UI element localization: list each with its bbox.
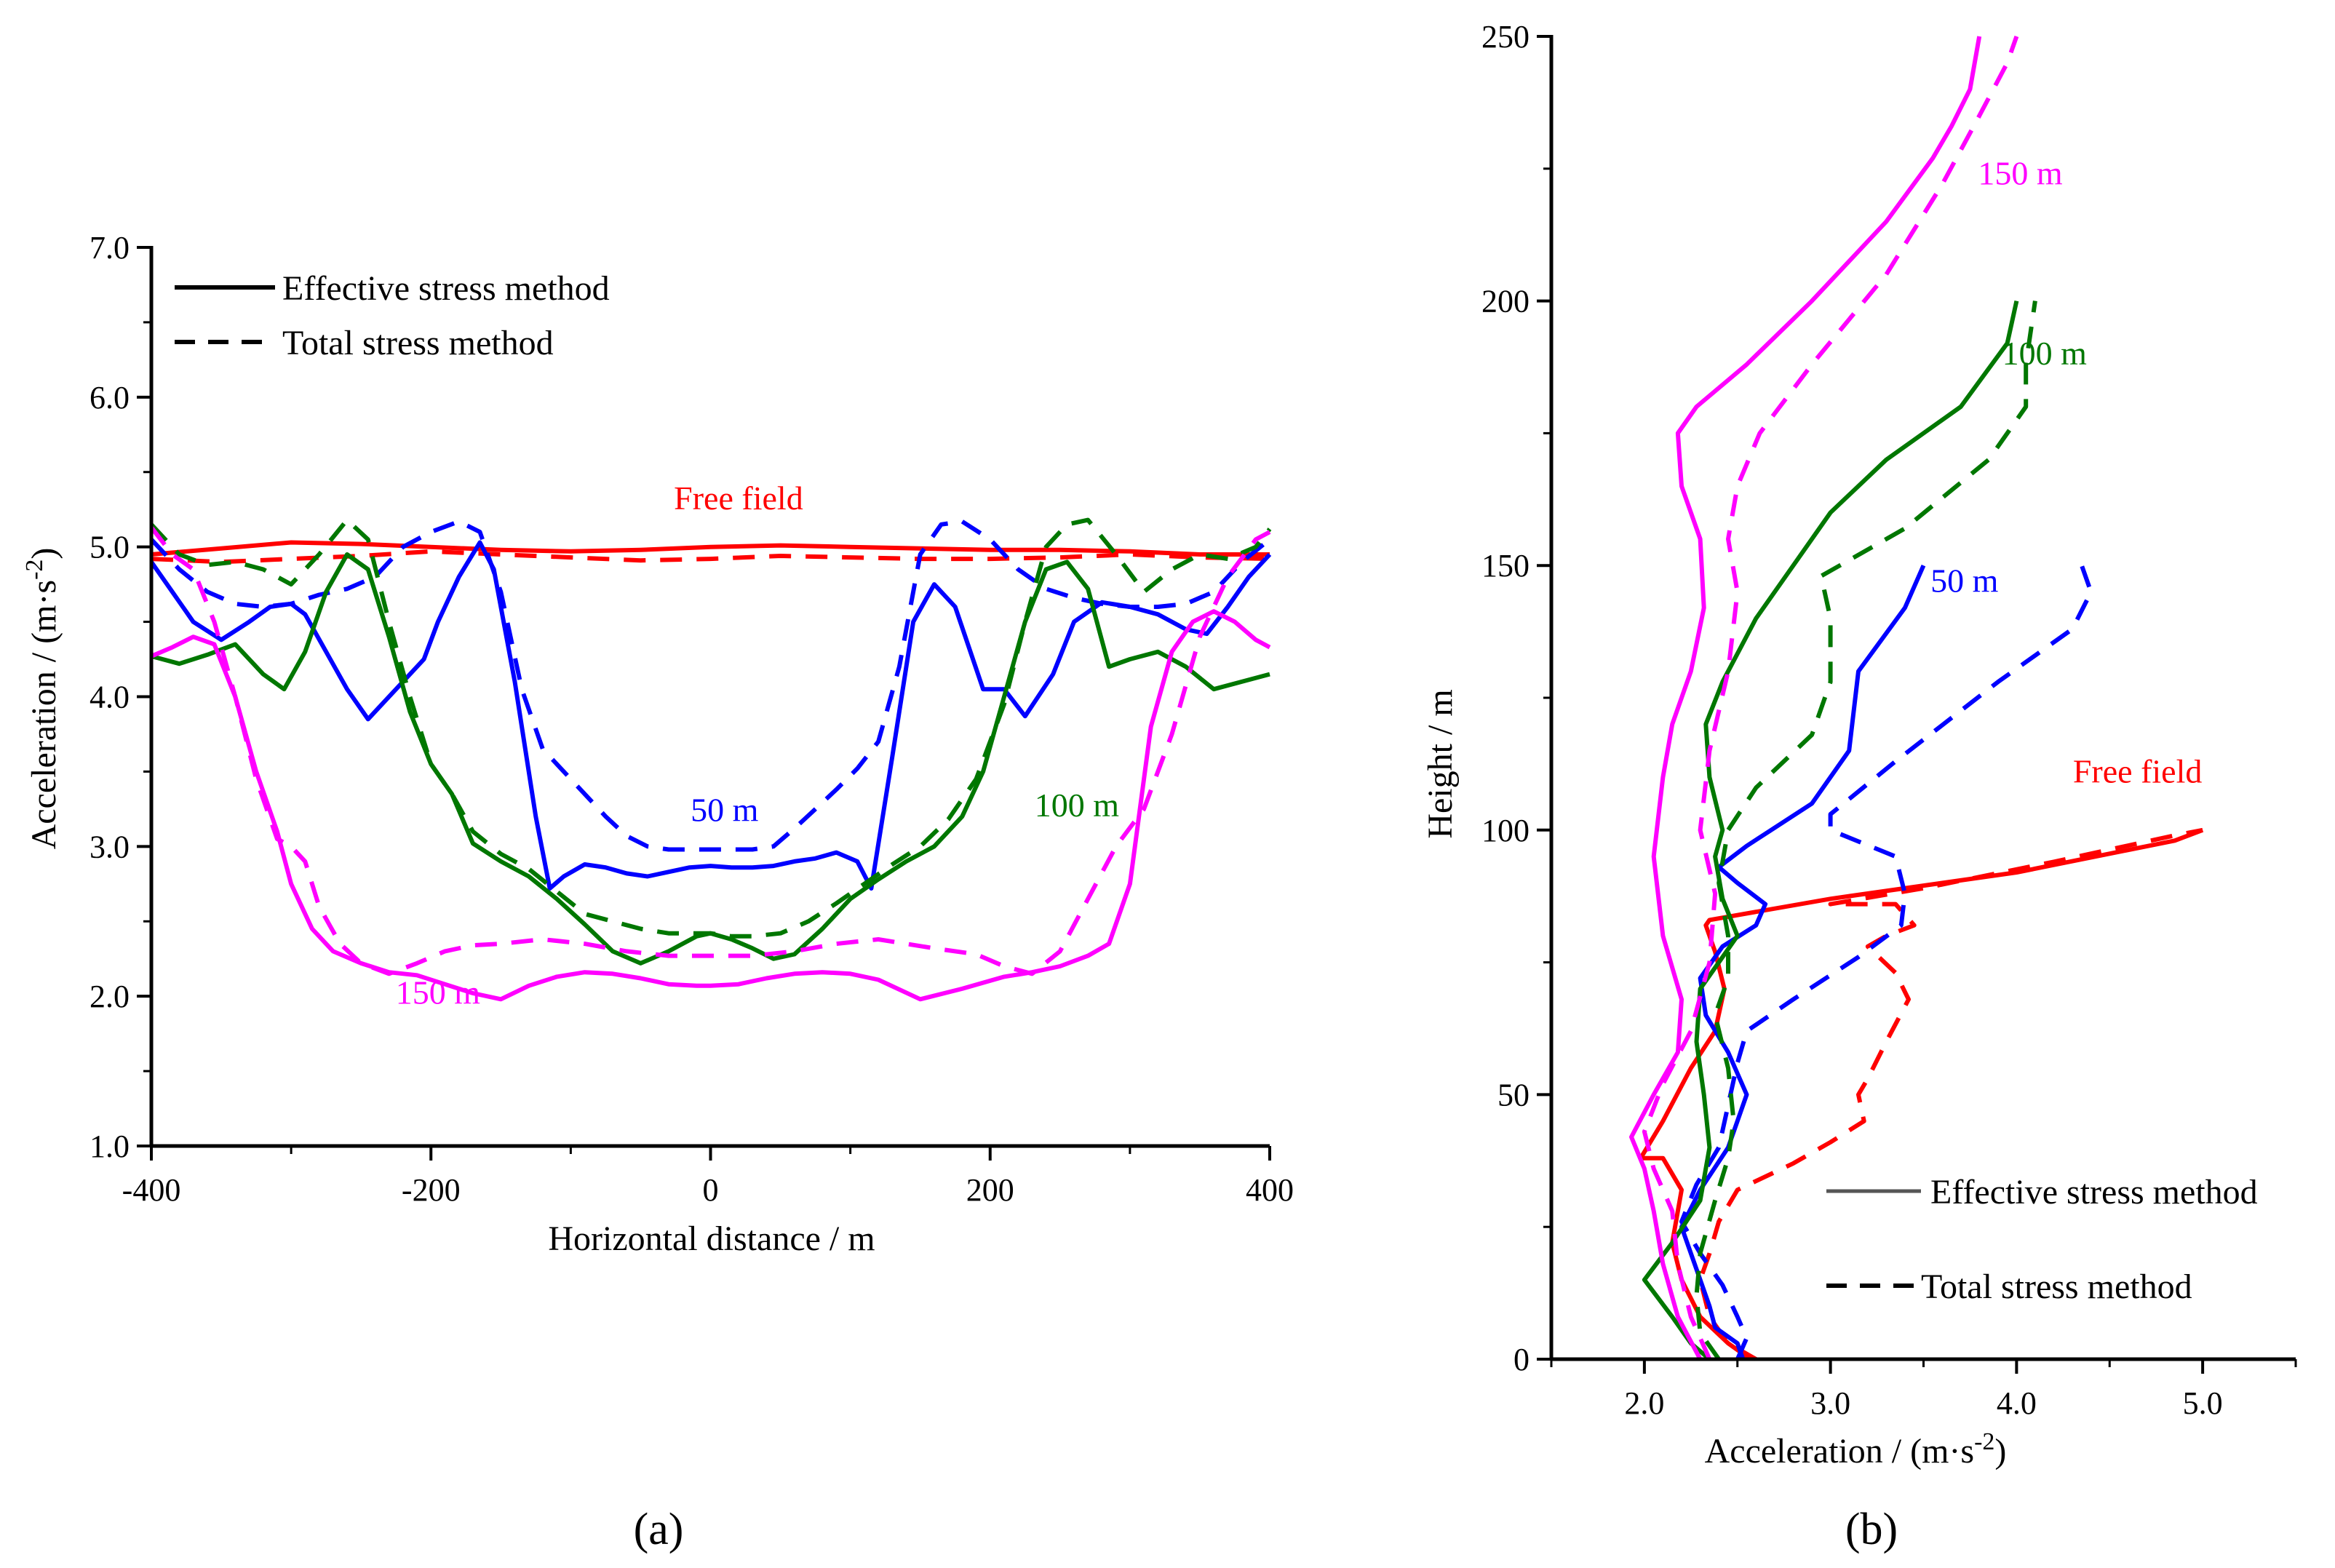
panel-b-y-tick-label: 150 [1481, 548, 1530, 584]
panel-a-series-free-field-total [151, 549, 1270, 565]
panel-a-series-150-m-effective [150, 609, 1271, 1002]
panel-b-series-50-m-total [1679, 565, 2093, 1361]
panel-a-x-tick-label: 200 [966, 1172, 1014, 1208]
panel-b-series-free-field-total [1698, 827, 2203, 1361]
panel-b-legend-effective-label: Effective stress method [1930, 1173, 2258, 1211]
panel-b-x-tick-label: 2.0 [1624, 1385, 1664, 1421]
panel-a-legend-total-label: Total stress method [282, 324, 554, 362]
panel-a-annotation-free-field: Free field [674, 479, 803, 517]
panel-a-chart: -400 -200 0 200 400 1.0 2.0 3.0 4.0 5.0 6.0 7.0 Fre… [21, 230, 1294, 1554]
panel-b-x-axis-title: Acceleration / (m·s-2) [1705, 1428, 2007, 1471]
panel-a-series-100-m-total [149, 517, 1272, 939]
panel-b-legend-total-label: Total stress method [1921, 1267, 2192, 1306]
panel-b-annotation-100-m: 100 m [2002, 335, 2088, 372]
panel-a-y-tick-label: 5.0 [89, 530, 130, 565]
panel-b-annotation-150-m: 150 m [1978, 155, 2063, 192]
panel-a-y-tick-label: 1.0 [89, 1129, 130, 1164]
panel-b-x-tick-label: 3.0 [1810, 1385, 1850, 1421]
panel-a-y-tick-label: 6.0 [89, 380, 130, 415]
panel-b-series-150-m-total [1642, 36, 2019, 1361]
panel-a-series-free-field-effective [151, 540, 1270, 557]
panel-a-x-tick-label: 0 [703, 1172, 719, 1208]
panel-a-y-axis-title: Acceleration / (m·s-2) [21, 548, 63, 850]
panel-b-y-tick-label: 200 [1481, 284, 1530, 319]
panel-a-x-tick-label: 400 [1246, 1172, 1294, 1208]
panel-a-series-50-m-total [149, 519, 1271, 852]
panel-b-annotation-50-m: 50 m [1930, 562, 1999, 600]
panel-b-y-tick-label: 0 [1513, 1342, 1530, 1377]
panel-a-series-group [149, 517, 1272, 1002]
panel-a-series-150-m-total [149, 526, 1271, 976]
panel-b-x-tick-label: 5.0 [2183, 1385, 2223, 1421]
panel-b-series-50-m-effective [1679, 564, 1926, 1360]
panel-a-legend: Effective stress method Total stress met… [175, 269, 610, 362]
panel-a-label: (a) [634, 1505, 684, 1554]
panel-b-y-axis-title: Height / m [1421, 689, 1460, 838]
panel-a-legend-effective-label: Effective stress method [282, 269, 610, 308]
panel-a-series-50-m-effective [149, 540, 1272, 891]
panel-b-y-tick-label: 50 [1497, 1077, 1530, 1113]
panel-b-label: (b) [1845, 1505, 1898, 1554]
panel-a-x-tick-label: -200 [402, 1172, 461, 1208]
panel-a-y-tick-label: 7.0 [89, 230, 130, 266]
panel-b-series-100-m-total [1694, 301, 2037, 1361]
panel-b-x-tick-label: 4.0 [1997, 1385, 2037, 1421]
panel-b-annotation-free-field: Free field [2073, 752, 2203, 789]
panel-a-annotation-50-m: 50 m [691, 791, 759, 828]
panel-a-y-tick-label: 3.0 [89, 829, 130, 864]
panel-a-y-tick-label: 2.0 [89, 979, 130, 1014]
panel-a-y-tick-label: 4.0 [89, 680, 130, 715]
panel-b-y-tick-label: 250 [1481, 19, 1530, 55]
panel-b-y-tick-label: 100 [1481, 813, 1530, 848]
panel-a-x-axis-title: Horizontal distance / m [548, 1219, 875, 1258]
panel-b-series-group [1629, 36, 2204, 1361]
panel-b-chart: 2.0 3.0 4.0 5.0 0 50 100 150 200 250 150 m 100 m 50… [1421, 19, 2297, 1554]
panel-b-legend: Effective stress method Total stress met… [1826, 1173, 2258, 1306]
panel-a-annotation-150-m: 150 m [396, 974, 481, 1011]
panel-a-x-tick-label: -400 [122, 1172, 181, 1208]
panel-a-annotation-100-m: 100 m [1035, 787, 1120, 824]
panel-b-series-150-m-effective [1629, 36, 1982, 1361]
